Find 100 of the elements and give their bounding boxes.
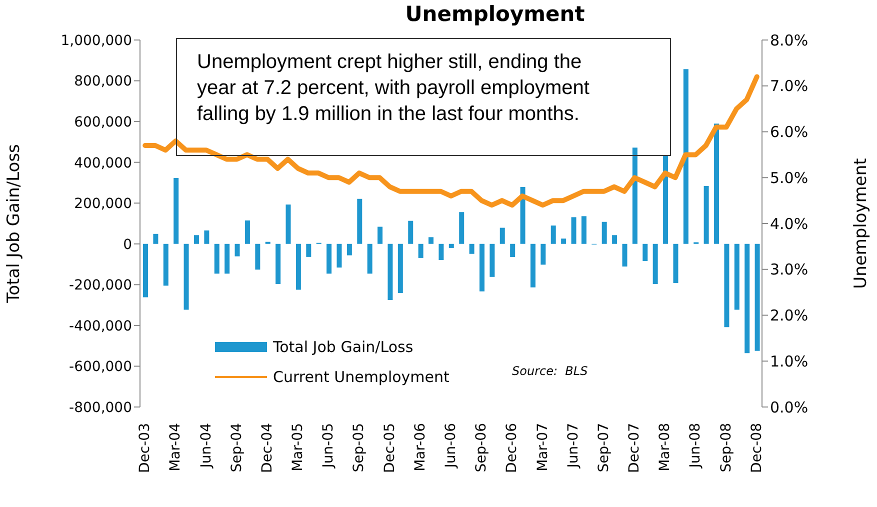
bar <box>388 244 393 300</box>
y2-tick-label: 0.0% <box>770 398 808 416</box>
bar <box>214 244 220 274</box>
y-axis-title: Total Job Gain/Loss <box>4 144 24 304</box>
y-tick-label: 400,000 <box>74 155 132 172</box>
x-tick-label: Dec-05 <box>382 423 398 473</box>
x-tick-label: Jun-04 <box>198 422 214 469</box>
y-tick-label: 600,000 <box>74 114 132 131</box>
legend-label: Total Job Gain/Loss <box>273 338 414 356</box>
bar <box>153 234 158 244</box>
bar <box>602 222 607 244</box>
y-tick-label: -800,000 <box>69 400 132 416</box>
x-tick-label: Sep-04 <box>228 422 245 472</box>
bar <box>561 238 566 244</box>
bar <box>652 244 658 284</box>
bar <box>448 244 454 248</box>
y-tick-label: 1,000,000 <box>60 32 132 49</box>
bar <box>581 216 586 244</box>
x-tick-label: Dec-04 <box>259 422 276 473</box>
y-tick-label: -200,000 <box>69 278 132 294</box>
x-tick-label: Jun-08 <box>688 423 704 469</box>
x-tick-label: Mar-08 <box>657 423 674 472</box>
note-box: Unemployment crept higher still, ending the year at 7.2 percent, with payroll employment falling by 1.9 million in the last four months. <box>176 38 671 156</box>
bar <box>204 230 210 244</box>
bar <box>632 148 638 244</box>
y2-tick-label: 8.0% <box>770 31 808 50</box>
bar <box>438 244 444 260</box>
y2-tick-label: 3.0% <box>770 260 808 279</box>
bar <box>418 244 424 258</box>
y-tick-label: -400,000 <box>69 318 132 334</box>
bar <box>500 228 505 244</box>
bar <box>244 220 250 244</box>
bar <box>642 244 648 262</box>
bar <box>234 244 240 256</box>
x-tick-label: Mar-07 <box>534 423 551 472</box>
bar <box>286 204 291 244</box>
bar <box>184 244 189 310</box>
bar <box>357 198 362 244</box>
bar <box>469 244 474 254</box>
bar <box>550 226 556 244</box>
x-tick-label: Jun-07 <box>565 423 582 469</box>
bar <box>378 226 383 244</box>
bar <box>367 244 372 274</box>
bar <box>143 244 148 298</box>
y2-tick-label: 7.0% <box>770 77 808 96</box>
bar <box>174 178 179 244</box>
x-tick-label: Sep-06 <box>474 422 490 472</box>
bar <box>530 244 536 288</box>
x-tick-label: Jun-05 <box>320 423 337 469</box>
bar <box>612 235 618 244</box>
bar <box>724 244 730 328</box>
x-tick-label: Dec-03 <box>137 423 154 473</box>
y2-tick-label: 5.0% <box>770 168 808 187</box>
bar <box>704 186 709 244</box>
bar <box>255 244 260 270</box>
bar <box>479 244 484 292</box>
bar <box>490 244 495 277</box>
bar <box>408 220 414 244</box>
y2-tick-label: 6.0% <box>770 123 808 142</box>
chart-title: Unemployment <box>404 2 586 26</box>
bar <box>714 124 720 244</box>
x-tick-label: Dec-06 <box>504 422 520 473</box>
bar <box>663 155 668 244</box>
y2-axis-title: Unemployment <box>851 158 872 289</box>
x-tick-label: Sep-07 <box>596 423 612 472</box>
x-tick-label: Mar-04 <box>168 422 184 472</box>
legend-label: Current Unemployment <box>273 368 450 386</box>
y-tick-label: -600,000 <box>69 359 132 376</box>
y2-tick-label: 1.0% <box>770 352 808 370</box>
y2-tick-label: 2.0% <box>770 306 808 325</box>
bar <box>224 244 230 274</box>
x-tick-label: Sep-08 <box>718 423 734 472</box>
x-tick-label: Sep-05 <box>351 423 368 472</box>
y-tick-label: 200,000 <box>74 196 132 212</box>
y-tick-label: 800,000 <box>74 74 132 90</box>
x-tick-label: Mar-06 <box>412 422 428 472</box>
bar <box>673 244 678 284</box>
bar <box>276 244 281 284</box>
bar <box>163 244 168 286</box>
bar <box>459 212 464 244</box>
bar <box>510 244 516 257</box>
bar <box>683 69 688 244</box>
bar <box>754 244 760 351</box>
bar <box>336 244 342 268</box>
x-tick-label: Jun-06 <box>443 422 459 469</box>
x-tick-label: Dec-07 <box>626 423 643 473</box>
bar <box>326 244 332 274</box>
bar <box>734 244 740 310</box>
bar <box>428 237 434 244</box>
bar <box>306 244 312 257</box>
bar <box>520 187 526 244</box>
bar <box>744 244 750 354</box>
bar <box>622 244 628 267</box>
bar <box>194 235 199 244</box>
bar <box>398 244 403 294</box>
bar <box>540 244 546 265</box>
bar <box>571 217 576 244</box>
bar <box>346 244 352 256</box>
bar <box>296 244 301 290</box>
y-tick-label: 0 <box>123 236 132 253</box>
